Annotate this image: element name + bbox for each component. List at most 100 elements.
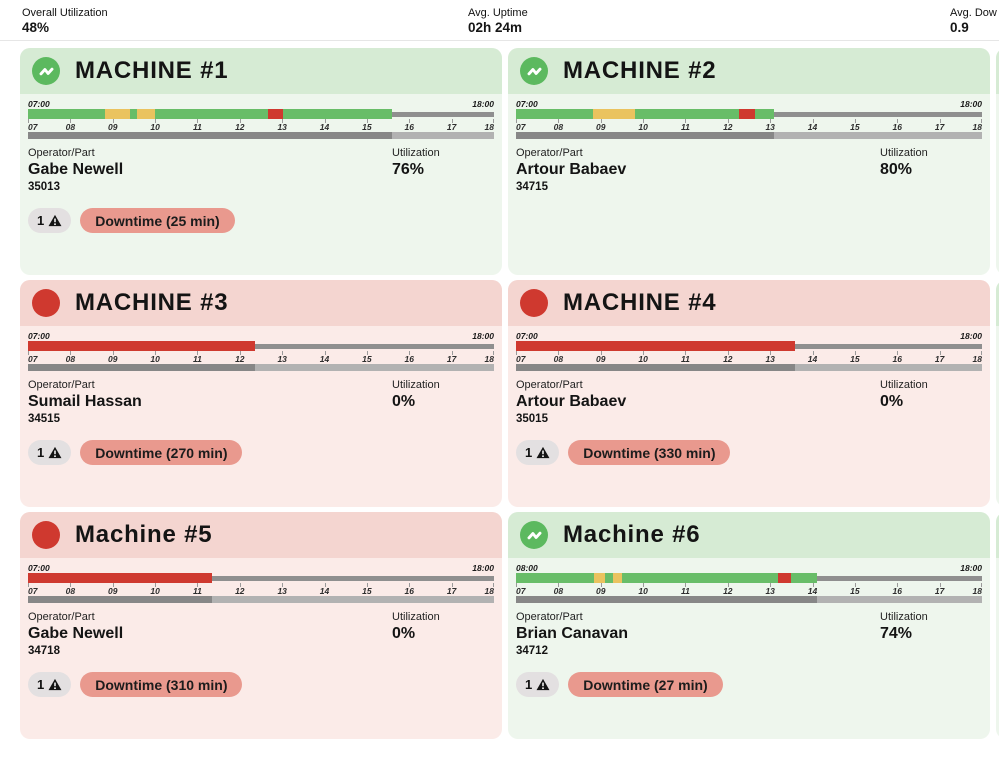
timeline-tick [685, 583, 687, 587]
timeline-tick-label: 12 [723, 122, 733, 132]
machine-card-partial[interactable] [996, 512, 999, 739]
timeline-tick [854, 583, 856, 587]
timeline-tick-label: 15 [850, 354, 860, 364]
alert-count: 1 [37, 445, 45, 460]
machine-card-partial[interactable] [996, 280, 999, 507]
timeline-segment-yellow [593, 109, 636, 119]
timeline-tick-label: 09 [595, 586, 606, 596]
warning-icon [48, 678, 62, 691]
timeline-tick [939, 351, 941, 355]
utilization-block: Utilization 0% [880, 379, 928, 411]
timeline-segment-red [268, 109, 283, 119]
operator-part-label: Operator/Part [516, 147, 583, 159]
timeline-segment-green [605, 573, 613, 583]
metrics-bar: Overall Utilization 48% Avg. Uptime 02h … [0, 0, 999, 41]
part-number: 35015 [516, 413, 548, 425]
timeline-tick [239, 351, 241, 355]
timeline-tick [493, 351, 494, 355]
timeline-tick-label: 13 [765, 354, 775, 364]
timeline-tick-label: 15 [362, 354, 372, 364]
timeline-tick [493, 583, 494, 587]
timeline-tick-label: 12 [723, 354, 733, 364]
operator-part-label: Operator/Part [516, 379, 583, 391]
timeline-tick [897, 119, 899, 123]
timeline-tick-label: 07 [28, 586, 38, 596]
operator-block: Operator/Part Gabe Newell 35013 [28, 147, 494, 193]
timeline-start-label: 08:00 [516, 563, 538, 573]
timeline-range-labels: 08:00 18:00 [516, 563, 982, 573]
alert-count-badge: 1 [516, 672, 560, 697]
timeline-tick [197, 351, 199, 355]
timeline-segment-yellow [612, 573, 623, 583]
warning-icon [48, 446, 62, 459]
operator-part-label: Operator/Part [28, 611, 95, 623]
timeline-tick-label: 18 [972, 586, 982, 596]
timeline-tick [770, 119, 772, 123]
timeline-tick [981, 583, 982, 587]
timeline-tick [239, 583, 241, 587]
machine-card[interactable]: MACHINE #4 07:00 18:00 07 08 09 10 11 12 13 14 1… [508, 280, 990, 507]
timeline-tick [516, 351, 517, 355]
machine-card-partial[interactable] [996, 48, 999, 275]
timeline-range-labels: 07:00 18:00 [516, 331, 982, 341]
timeline-segment-green [516, 109, 594, 119]
timeline-tick-label: 10 [150, 354, 160, 364]
timeline-tick-label: 15 [362, 586, 372, 596]
timeline-tick [600, 351, 602, 355]
timeline-tick-label: 09 [595, 354, 606, 364]
timeline-tick-label: 07 [516, 354, 526, 364]
timeline-end-label: 18:00 [472, 563, 494, 573]
operator-block: Operator/Part Brian Canavan 34712 [516, 611, 982, 657]
part-number: 34715 [516, 181, 548, 193]
timeline-ticks: 07 08 09 10 11 12 13 14 15 16 17 18 [28, 351, 494, 364]
timeline-end-label: 18:00 [960, 99, 982, 109]
utilization-value: 0% [392, 393, 416, 410]
timeline-segment-red [516, 341, 795, 351]
timeline-tick [643, 119, 645, 123]
time-progress-track [516, 364, 982, 371]
part-number: 35013 [28, 181, 60, 193]
metric-label: Avg. Dow [950, 7, 997, 19]
machine-card[interactable]: Machine #5 07:00 18:00 07 08 09 10 11 12 13 14 1… [20, 512, 502, 739]
utilization-value: 0% [392, 625, 416, 642]
downtime-badge: Downtime (27 min) [568, 672, 723, 697]
timeline-tick-label: 07 [516, 586, 526, 596]
timeline-tick [324, 351, 326, 355]
machine-card-header: MACHINE #2 [508, 48, 990, 94]
timeline-tick [812, 351, 814, 355]
alert-count: 1 [37, 677, 45, 692]
machine-card[interactable]: Machine #6 08:00 18:00 07 08 09 10 11 12 13 14 1… [508, 512, 990, 739]
machine-info: Operator/Part Gabe Newell 35013 Utilizat… [28, 147, 494, 193]
timeline-tick-label: 13 [765, 122, 775, 132]
warning-icon [536, 678, 550, 691]
timeline-tick-label: 07 [28, 354, 38, 364]
timeline-tick-label: 16 [892, 354, 902, 364]
timeline-tick-label: 10 [638, 354, 648, 364]
utilization-block: Utilization 0% [392, 379, 440, 411]
machine-info: Operator/Part Gabe Newell 34718 Utilizat… [28, 611, 494, 657]
utilization-timeline: 07:00 18:00 07 08 09 10 11 12 13 14 15 16 17 18 [516, 331, 982, 371]
operator-part-label: Operator/Part [516, 611, 583, 623]
timeline-segment-green [516, 573, 595, 583]
operator-block: Operator/Part Sumail Hassan 34515 [28, 379, 494, 425]
timeline-tick [28, 119, 29, 123]
timeline-tick-label: 10 [150, 122, 160, 132]
time-progress-track [28, 596, 494, 603]
timeline-range-labels: 07:00 18:00 [28, 99, 494, 109]
machine-title: MACHINE #1 [75, 57, 229, 84]
machine-card[interactable]: MACHINE #2 07:00 18:00 07 08 09 10 11 12 13 14 1… [508, 48, 990, 275]
time-progress-bar [28, 364, 255, 371]
timeline-tick [558, 119, 560, 123]
utilization-value: 76% [392, 161, 425, 178]
alert-count: 1 [525, 677, 533, 692]
timeline-range-labels: 07:00 18:00 [28, 331, 494, 341]
timeline-tick-label: 15 [850, 122, 860, 132]
status-running-icon [520, 521, 548, 549]
machine-card[interactable]: MACHINE #3 07:00 18:00 07 08 09 10 11 12 13 14 1… [20, 280, 502, 507]
machine-info: Operator/Part Sumail Hassan 34515 Utiliz… [28, 379, 494, 425]
timeline-tick [324, 119, 326, 123]
timeline-ticks: 07 08 09 10 11 12 13 14 15 16 17 18 [516, 583, 982, 596]
timeline-tick-label: 18 [484, 122, 494, 132]
machine-card[interactable]: MACHINE #1 07:00 18:00 07 08 09 10 11 12 13 14 1… [20, 48, 502, 275]
alert-count: 1 [525, 445, 533, 460]
